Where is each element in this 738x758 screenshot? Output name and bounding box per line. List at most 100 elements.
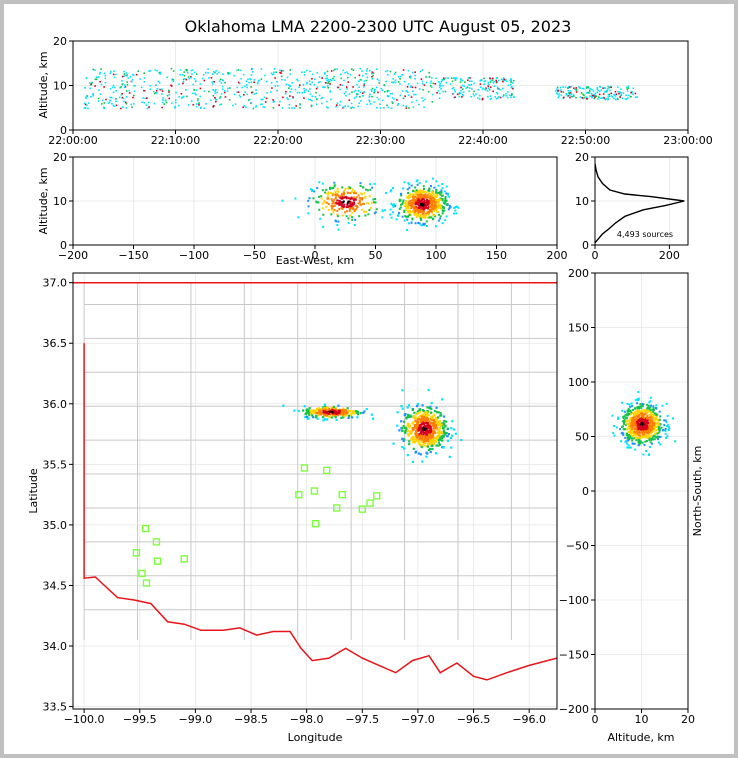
time-altitude-point	[291, 107, 293, 109]
time-altitude-point	[121, 80, 123, 82]
time-altitude-point	[351, 106, 353, 109]
station-marker	[366, 499, 374, 507]
y-tick-label: 0	[582, 239, 589, 252]
station-marker	[180, 555, 188, 563]
east-west-point	[368, 195, 371, 198]
source-point	[434, 440, 437, 443]
east-west-point	[429, 199, 432, 202]
time-altitude-point	[194, 92, 196, 95]
time-altitude-point	[383, 84, 386, 86]
time-altitude-point	[594, 96, 596, 98]
east-west-xlabel: East-West, km	[276, 254, 354, 267]
time-altitude-point	[239, 82, 241, 85]
north-south-point	[631, 439, 634, 442]
time-altitude-point	[211, 81, 214, 83]
east-west-point	[340, 197, 343, 200]
east-west-point	[359, 192, 362, 195]
east-west-point	[328, 187, 331, 190]
north-south-point	[625, 420, 628, 423]
time-altitude-point	[454, 90, 456, 93]
north-south-point	[644, 412, 647, 415]
time-altitude-point	[624, 98, 627, 100]
east-west-point	[408, 194, 411, 197]
time-altitude-point	[279, 69, 281, 72]
east-west-point	[324, 191, 327, 194]
time-altitude-point	[316, 86, 319, 89]
time-altitude-point	[585, 92, 588, 94]
source-point	[419, 414, 422, 417]
time-altitude-point	[128, 89, 131, 92]
time-altitude-point	[356, 93, 359, 96]
time-altitude-point	[179, 73, 181, 76]
time-altitude-point	[137, 70, 140, 72]
east-west-point	[334, 190, 337, 193]
time-altitude-point	[115, 104, 118, 107]
north-south-point	[671, 417, 674, 420]
time-altitude-point	[357, 105, 359, 108]
source-point	[415, 420, 418, 423]
time-altitude-point	[308, 80, 311, 82]
source-point	[426, 406, 429, 409]
north-south-point	[626, 446, 629, 449]
north-south-point	[662, 429, 665, 432]
north-south-point	[650, 412, 653, 415]
time-altitude-point	[421, 83, 424, 85]
source-point	[442, 434, 445, 437]
x-tick-label: −100	[179, 249, 209, 262]
east-west-point	[413, 207, 416, 210]
time-altitude-point	[461, 96, 463, 98]
time-altitude-point	[152, 90, 155, 93]
east-west-point	[350, 207, 353, 210]
east-west-point	[351, 197, 354, 200]
source-point	[401, 407, 404, 410]
time-altitude-point	[144, 90, 146, 92]
time-altitude-point	[502, 94, 505, 96]
source-point	[347, 416, 350, 419]
north-south-point	[648, 425, 651, 428]
east-west-point	[352, 201, 355, 204]
time-altitude-point	[574, 88, 576, 90]
north-south-point	[661, 404, 664, 407]
east-west-point	[427, 200, 430, 203]
source-point	[437, 423, 441, 427]
source-point	[323, 411, 327, 414]
time-altitude-point	[410, 96, 413, 98]
source-point	[441, 439, 444, 442]
time-altitude-point	[375, 86, 378, 89]
time-altitude-point	[430, 86, 433, 89]
source-point	[442, 422, 445, 425]
time-altitude-point	[355, 95, 357, 98]
time-altitude-point	[460, 92, 462, 95]
north-south-point	[626, 402, 629, 405]
time-altitude-point	[199, 107, 202, 110]
time-altitude-point	[495, 79, 498, 82]
source-point	[317, 407, 320, 410]
north-south-point	[631, 421, 634, 424]
east-west-point	[423, 191, 426, 194]
time-altitude-point	[557, 96, 560, 99]
time-altitude-point	[406, 86, 409, 88]
time-altitude-point	[469, 80, 471, 82]
time-altitude-point	[416, 82, 419, 85]
time-altitude-point	[266, 92, 268, 94]
time-altitude-point	[103, 72, 106, 75]
time-altitude-point	[326, 77, 328, 79]
source-point	[417, 434, 420, 438]
north-south-point	[658, 427, 661, 430]
time-altitude-point	[393, 98, 395, 100]
source-point	[427, 433, 431, 436]
east-west-point	[336, 224, 339, 227]
time-altitude-point	[216, 91, 219, 94]
source-point	[414, 440, 417, 443]
time-altitude-point	[365, 79, 368, 82]
source-point	[416, 410, 420, 413]
time-altitude-point	[105, 98, 107, 101]
east-west-point	[374, 201, 377, 204]
north-south-point	[631, 429, 634, 432]
time-altitude-point	[183, 74, 186, 77]
time-altitude-point	[391, 81, 393, 84]
source-point	[449, 436, 453, 440]
north-south-point	[644, 440, 647, 443]
